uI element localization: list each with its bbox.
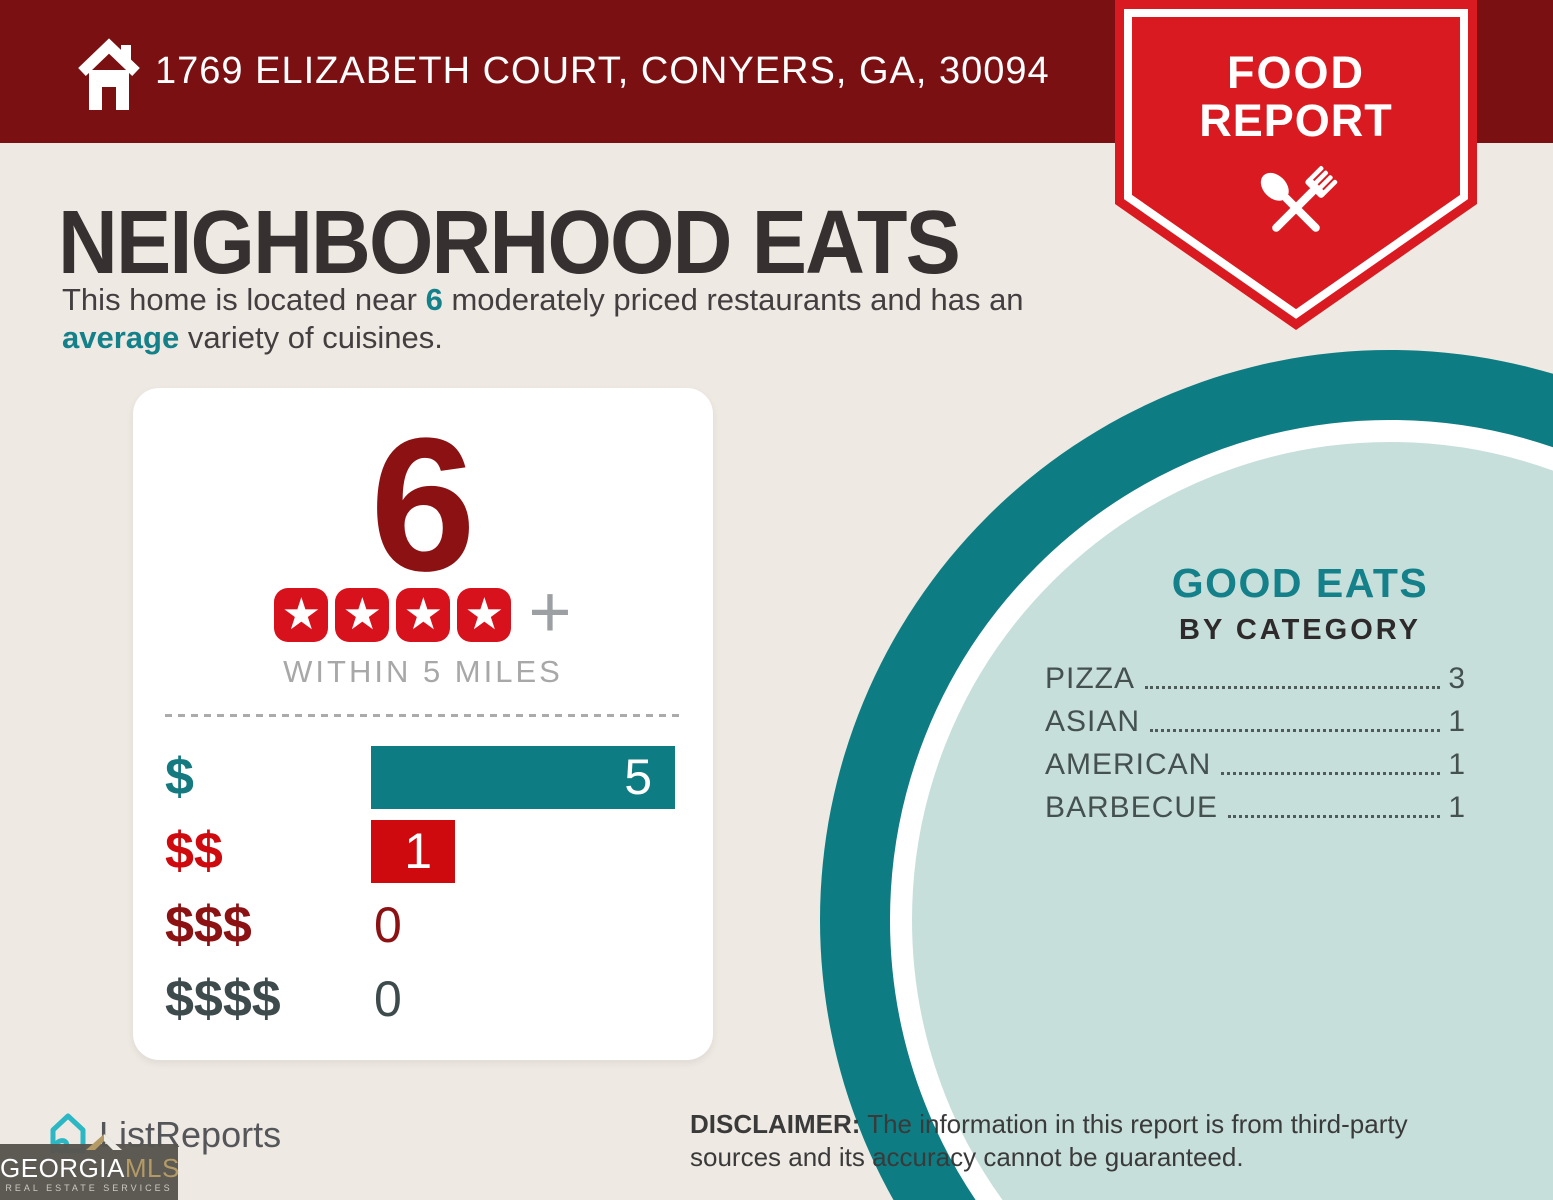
category-row: PIZZA 3 [1045, 662, 1465, 696]
georgia-mls-logo: GEORGIAMLS REAL ESTATE SERVICES [0, 1134, 180, 1200]
home-icon [78, 38, 140, 110]
subtitle-text: moderately priced restaurants and has an [442, 282, 1024, 317]
ribbon-line1: FOOD [1227, 47, 1365, 98]
rating-star-icon: ★ [396, 588, 451, 642]
good-eats-title: GOOD EATS [1171, 560, 1429, 606]
price-count-bar: 5 [371, 746, 675, 809]
category-count: 3 [1448, 662, 1465, 695]
rating-star-icon: ★ [274, 588, 329, 642]
price-count-zero: 0 [374, 897, 402, 953]
restaurant-summary-card: 6 ★ ★ ★ ★ + WITHIN 5 MILES $5 $$ 1 $$$ 0 $$$$ 0 [133, 388, 713, 1060]
category-label: ASIAN [1045, 705, 1141, 738]
price-bar-row: $$$$ 0 [165, 968, 681, 1031]
rating-star-icon: ★ [335, 588, 390, 642]
disclaimer-label: DISCLAIMER: [690, 1109, 861, 1139]
mls-name: GEORGIAMLS [0, 1153, 180, 1183]
price-level-label: $$$$ [165, 970, 281, 1028]
within-miles-label: WITHIN 5 MILES [283, 654, 563, 689]
category-row: AMERICAN 1 [1045, 748, 1465, 782]
dashed-divider [165, 714, 681, 718]
price-bar-row: $$$ 0 [165, 894, 681, 957]
rating-star-icon: ★ [457, 588, 512, 642]
restaurant-count: 6 [370, 399, 476, 611]
price-bar-row: $5 [165, 746, 681, 809]
subtitle-text: This home is located near [62, 282, 426, 317]
category-label: BARBECUE [1045, 791, 1219, 824]
restaurant-count-inline: 6 [425, 282, 443, 317]
price-count-bar: 1 [371, 820, 455, 883]
good-eats-header: GOOD EATS BY CATEGORY [1040, 560, 1553, 647]
dotted-leader [1150, 729, 1441, 732]
category-label: PIZZA [1045, 662, 1136, 695]
variety-highlight: average [62, 320, 180, 355]
mls-roof-icon [86, 1134, 122, 1150]
dotted-leader [1228, 815, 1441, 818]
mls-tagline: REAL ESTATE SERVICES [5, 1183, 173, 1193]
price-level-label: $ [165, 748, 194, 806]
price-level-label: $$ [165, 822, 223, 880]
mls-name-mls: MLS [124, 1153, 180, 1183]
star-rating: ★ ★ ★ ★ + [165, 570, 681, 653]
page-subtitle: This home is located near 6 moderately p… [62, 281, 1042, 357]
price-level-label: $$$ [165, 896, 252, 954]
property-address: 1769 ELIZABETH COURT, CONYERS, GA, 30094 [155, 50, 1050, 92]
mls-name-georgia: GEORGIA [0, 1153, 125, 1183]
dotted-leader [1221, 772, 1441, 775]
crossed-utensils-icon [1260, 166, 1338, 232]
category-label: AMERICAN [1045, 748, 1212, 781]
disclaimer: DISCLAIMER: The information in this repo… [690, 1108, 1490, 1174]
price-bars: $5 $$ 1 $$$ 0 $$$$ 0 [165, 746, 681, 1031]
page-title: NEIGHBORHOOD EATS [58, 193, 961, 293]
dotted-leader [1145, 686, 1441, 689]
category-row: ASIAN 1 [1045, 705, 1465, 739]
disclaimer-text: The information in this report is from t… [690, 1109, 1408, 1172]
category-count: 1 [1448, 748, 1465, 781]
ribbon-line2: REPORT [1199, 95, 1393, 146]
category-list: PIZZA 3 ASIAN 1 AMERICAN 1 BARBECUE 1 [1045, 662, 1465, 838]
price-bar-row: $$ 1 [165, 820, 681, 883]
price-count-zero: 0 [374, 971, 402, 1027]
food-report-ribbon: FOOD REPORT [1115, 0, 1477, 330]
subtitle-text: variety of cuisines. [179, 320, 443, 355]
good-eats-subtitle: BY CATEGORY [1179, 614, 1421, 646]
plus-icon: + [528, 570, 572, 653]
category-count: 1 [1448, 705, 1465, 738]
category-row: BARBECUE 1 [1045, 791, 1465, 825]
category-count: 1 [1448, 791, 1465, 824]
